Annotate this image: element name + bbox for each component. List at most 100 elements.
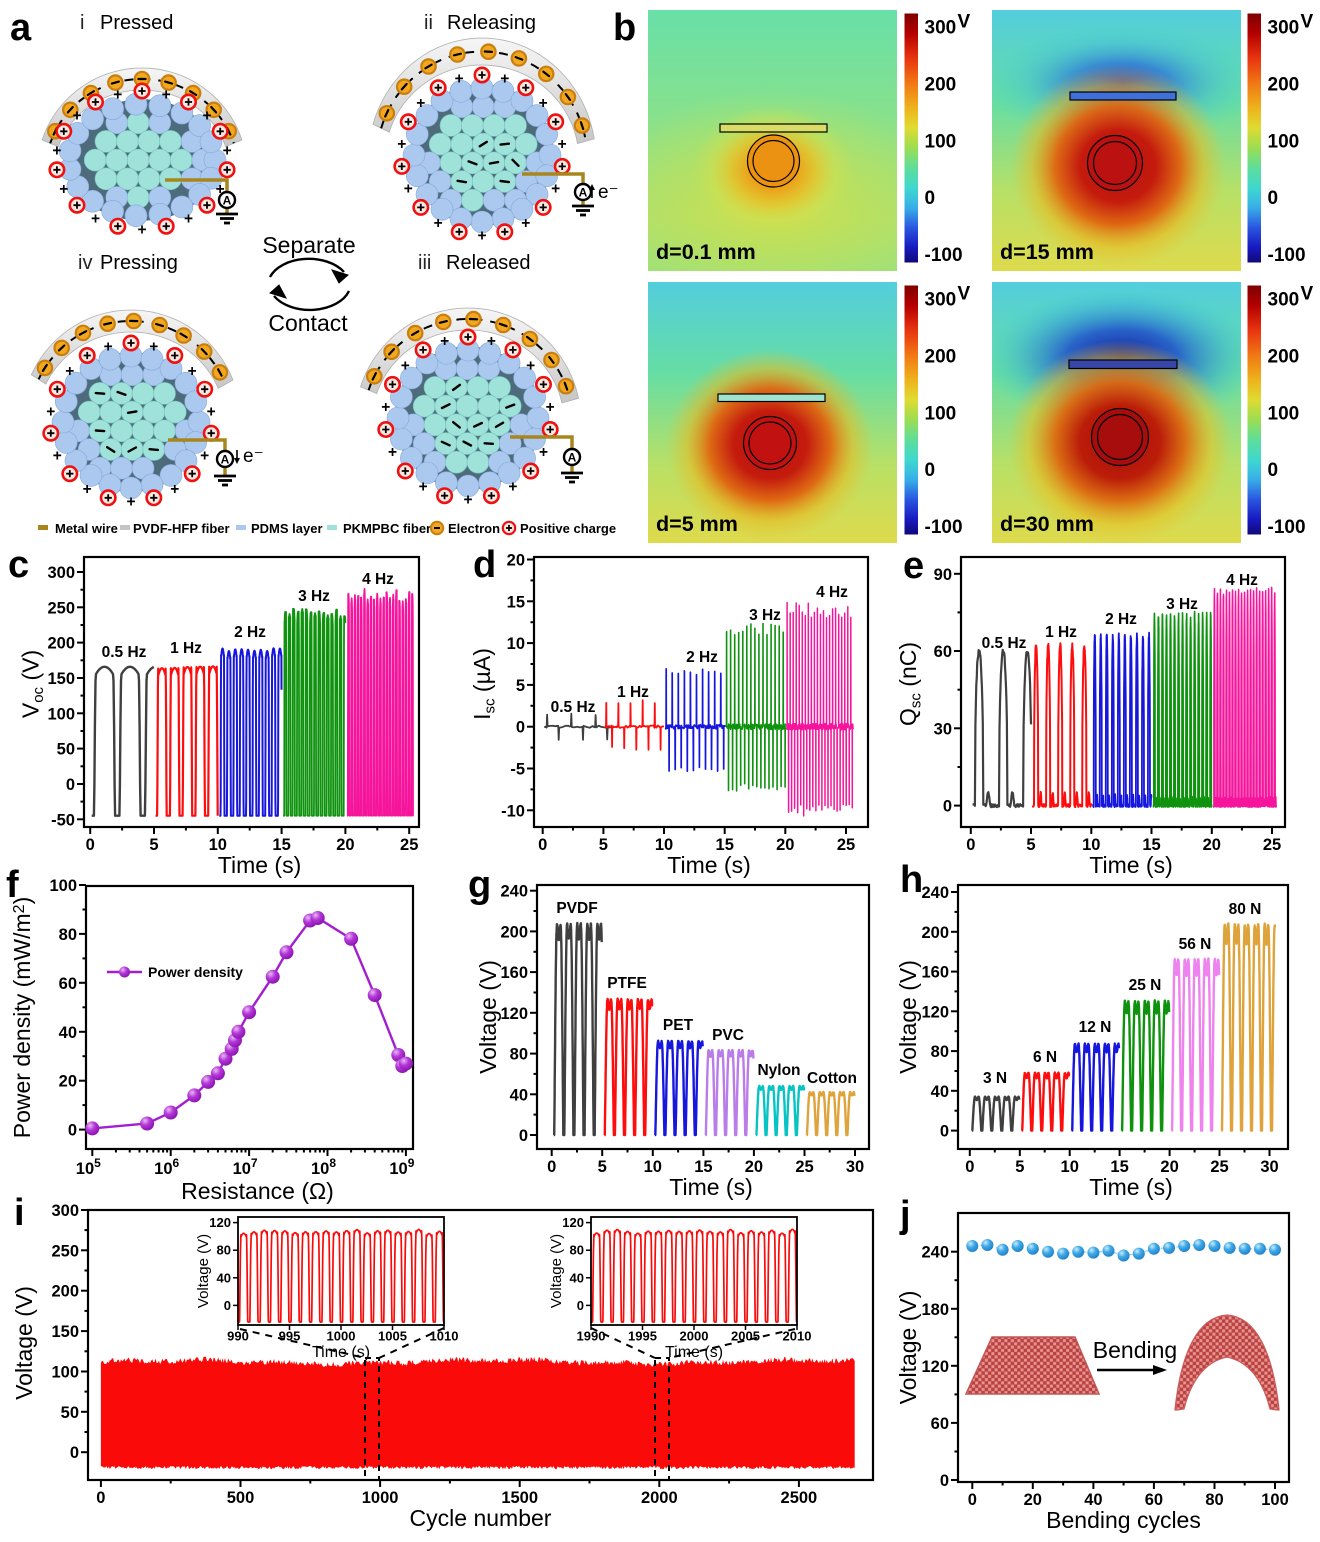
svg-text:+: + bbox=[463, 492, 472, 509]
svg-text:80: 80 bbox=[510, 1046, 528, 1064]
svg-text:PVDF: PVDF bbox=[556, 900, 597, 917]
svg-text:+: + bbox=[52, 143, 61, 160]
svg-text:200: 200 bbox=[1268, 74, 1300, 95]
svg-text:Voc (V): Voc (V) bbox=[18, 650, 48, 718]
svg-text:+: + bbox=[526, 358, 535, 375]
svg-text:Power density: Power density bbox=[148, 964, 243, 980]
svg-text:10: 10 bbox=[507, 635, 525, 653]
svg-text:5: 5 bbox=[1015, 1158, 1024, 1176]
svg-text:0: 0 bbox=[925, 460, 936, 481]
svg-text:+: + bbox=[416, 95, 425, 112]
svg-text:Voltage (V): Voltage (V) bbox=[548, 1234, 565, 1308]
svg-text:1 Hz: 1 Hz bbox=[1045, 624, 1077, 641]
svg-text:0: 0 bbox=[940, 1123, 949, 1141]
svg-text:300: 300 bbox=[1268, 290, 1300, 311]
svg-text:+: + bbox=[546, 399, 555, 416]
svg-text:5: 5 bbox=[599, 836, 608, 854]
svg-text:1000: 1000 bbox=[327, 1329, 356, 1344]
svg-text:3 Hz: 3 Hz bbox=[298, 588, 330, 605]
svg-text:Time (s): Time (s) bbox=[669, 1174, 752, 1200]
svg-text:80: 80 bbox=[570, 1243, 584, 1258]
svg-text:30: 30 bbox=[1260, 1158, 1278, 1176]
svg-text:+: + bbox=[184, 211, 193, 228]
svg-text:25 N: 25 N bbox=[1129, 977, 1162, 994]
svg-text:20: 20 bbox=[1203, 836, 1221, 854]
svg-text:300: 300 bbox=[925, 290, 957, 311]
svg-text:0: 0 bbox=[519, 1127, 528, 1145]
svg-text:1995: 1995 bbox=[628, 1329, 657, 1344]
svg-text:0: 0 bbox=[66, 776, 75, 794]
svg-text:30: 30 bbox=[846, 1158, 864, 1176]
svg-text:+: + bbox=[223, 143, 232, 160]
svg-text:A: A bbox=[223, 194, 232, 208]
svg-text:100: 100 bbox=[1268, 403, 1300, 424]
svg-text:0: 0 bbox=[68, 1122, 77, 1140]
svg-text:56 N: 56 N bbox=[1179, 936, 1212, 953]
svg-text:+: + bbox=[477, 228, 486, 245]
svg-text:-100: -100 bbox=[925, 245, 963, 266]
svg-text:+: + bbox=[126, 494, 135, 511]
svg-text:+: + bbox=[162, 86, 171, 103]
svg-text:b: b bbox=[613, 7, 636, 49]
svg-text:80: 80 bbox=[59, 926, 77, 944]
svg-text:+: + bbox=[72, 107, 81, 124]
svg-text:100: 100 bbox=[49, 877, 77, 895]
svg-text:25: 25 bbox=[795, 1158, 813, 1176]
svg-text:+: + bbox=[397, 136, 406, 153]
svg-text:5: 5 bbox=[516, 677, 525, 695]
svg-text:10: 10 bbox=[1061, 1158, 1079, 1176]
svg-text:2005: 2005 bbox=[731, 1329, 760, 1344]
svg-text:1000: 1000 bbox=[362, 1489, 399, 1507]
svg-text:240: 240 bbox=[921, 884, 949, 902]
svg-text:Electron: Electron bbox=[448, 521, 500, 536]
svg-text:160: 160 bbox=[921, 964, 949, 982]
svg-text:Pressed: Pressed bbox=[100, 12, 173, 34]
svg-text:g: g bbox=[468, 864, 491, 906]
svg-text:+: + bbox=[487, 333, 496, 350]
svg-text:80: 80 bbox=[931, 1043, 949, 1061]
svg-text:100: 100 bbox=[925, 403, 957, 424]
svg-text:Voltage (V): Voltage (V) bbox=[195, 1234, 212, 1308]
svg-text:Pressing: Pressing bbox=[100, 252, 178, 274]
svg-text:PVC: PVC bbox=[712, 1027, 744, 1044]
svg-text:+: + bbox=[388, 444, 397, 461]
svg-text:20: 20 bbox=[59, 1073, 77, 1091]
svg-text:d: d bbox=[473, 544, 496, 586]
svg-text:200: 200 bbox=[47, 635, 75, 653]
svg-text:60: 60 bbox=[59, 975, 77, 993]
svg-text:100: 100 bbox=[47, 705, 75, 723]
svg-text:90: 90 bbox=[934, 566, 952, 584]
svg-text:-10: -10 bbox=[501, 802, 525, 820]
svg-text:A: A bbox=[579, 186, 588, 200]
svg-text:PKMPBC fiber: PKMPBC fiber bbox=[343, 521, 431, 536]
svg-text:240: 240 bbox=[500, 883, 528, 901]
svg-text:Voltage (V): Voltage (V) bbox=[895, 1291, 921, 1405]
svg-text:200: 200 bbox=[921, 924, 949, 942]
svg-text:+: + bbox=[440, 333, 449, 350]
svg-text:Time (s): Time (s) bbox=[667, 852, 750, 878]
svg-text:+: + bbox=[381, 399, 390, 416]
svg-text:50: 50 bbox=[57, 741, 75, 759]
svg-text:Qsc (nC): Qsc (nC) bbox=[895, 642, 925, 726]
svg-text:4 Hz: 4 Hz bbox=[816, 584, 848, 601]
svg-text:0: 0 bbox=[70, 1444, 79, 1462]
svg-text:100: 100 bbox=[925, 131, 957, 152]
svg-text:Positive charge: Positive charge bbox=[520, 521, 616, 536]
svg-text:Cycle number: Cycle number bbox=[410, 1505, 552, 1531]
svg-text:5: 5 bbox=[1026, 836, 1035, 854]
svg-text:+: + bbox=[404, 181, 413, 198]
svg-text:Voltage (V): Voltage (V) bbox=[11, 1286, 37, 1400]
svg-text:+: + bbox=[53, 447, 62, 464]
svg-text:40: 40 bbox=[217, 1270, 231, 1285]
svg-text:200: 200 bbox=[51, 1283, 79, 1301]
svg-text:120: 120 bbox=[921, 1358, 949, 1376]
svg-text:-50: -50 bbox=[51, 811, 75, 829]
svg-text:Metal wire: Metal wire bbox=[55, 521, 118, 536]
svg-text:60: 60 bbox=[931, 1415, 949, 1433]
svg-text:25: 25 bbox=[400, 836, 418, 854]
svg-text:Bending: Bending bbox=[1093, 1337, 1177, 1363]
svg-text:+: + bbox=[59, 181, 68, 198]
svg-text:25: 25 bbox=[1263, 836, 1281, 854]
svg-text:e: e bbox=[903, 545, 924, 587]
svg-text:200: 200 bbox=[925, 74, 957, 95]
